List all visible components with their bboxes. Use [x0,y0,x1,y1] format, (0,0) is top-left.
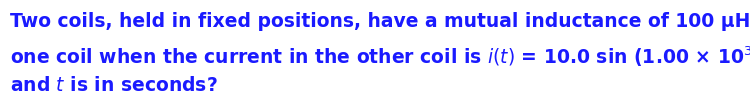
Text: one coil when the current in the other coil is $\mathit{i}(\mathit{t})$ = 10.0 s: one coil when the current in the other c… [10,44,750,69]
Text: Two coils, held in fixed positions, have a mutual inductance of 100 μH. What is : Two coils, held in fixed positions, have… [10,12,750,31]
Text: and $\mathit{t}$ is in seconds?: and $\mathit{t}$ is in seconds? [10,75,217,94]
